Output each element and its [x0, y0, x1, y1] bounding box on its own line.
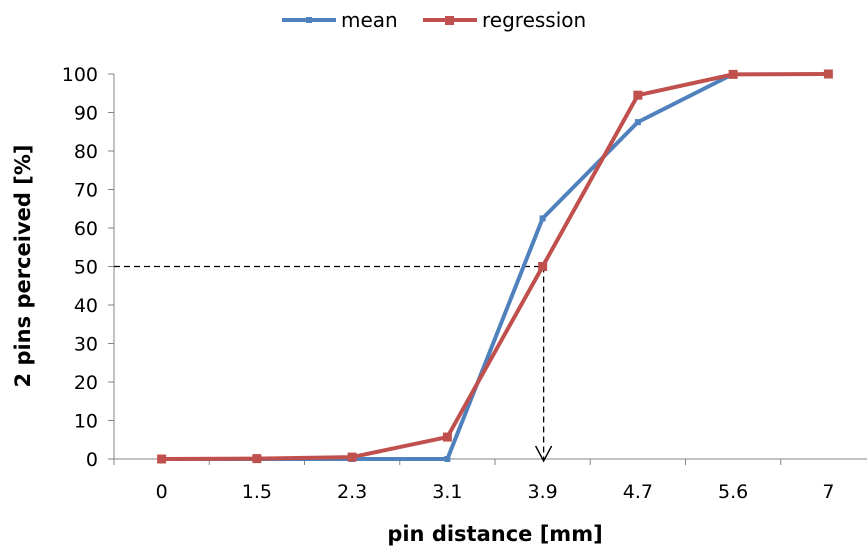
- y-axis-title: 2 pins perceived [%]: [11, 145, 35, 388]
- y-tick-label: 10: [74, 411, 98, 433]
- series-line-regression: [161, 72, 829, 461]
- data-point-regression: [728, 69, 738, 79]
- x-axis-title: pin distance [mm]: [387, 522, 602, 546]
- y-tick-label: 20: [74, 372, 98, 394]
- data-point-mean: [634, 119, 641, 126]
- legend-item-mean: mean: [282, 8, 398, 32]
- x-axis: 0 1.5 2.3 3.1 3.9 4.7 5.6 7: [113, 458, 867, 503]
- y-tick-label: 40: [74, 295, 98, 317]
- data-point-regression: [538, 262, 548, 271]
- x-tick-label: 3.1: [432, 481, 462, 503]
- x-tick-label: 5.6: [718, 481, 748, 503]
- y-tick-label: 60: [74, 218, 98, 240]
- y-tick-label: 0: [86, 449, 98, 471]
- data-point-mean: [444, 456, 451, 462]
- legend-label-mean: mean: [341, 8, 398, 32]
- x-tick-label: 7: [822, 481, 834, 503]
- x-tick-label: 0: [156, 481, 168, 503]
- y-axis: 0 10 20 30 40 50 60 70 80 90 100: [62, 64, 115, 471]
- data-point-mean: [539, 215, 546, 222]
- guide-lines: [114, 265, 553, 463]
- data-point-regression: [823, 69, 833, 79]
- x-tick-label: 1.5: [242, 481, 272, 503]
- x-tick-label: 3.9: [528, 481, 558, 503]
- y-tick-label: 50: [74, 257, 98, 279]
- series-layer: [157, 69, 833, 464]
- x-tick-label: 4.7: [623, 481, 653, 503]
- legend-item-regression: regression: [423, 8, 586, 32]
- data-point-regression: [633, 90, 643, 100]
- y-tick-label: 100: [62, 64, 98, 86]
- legend-label-regression: regression: [482, 8, 586, 32]
- y-tick-label: 80: [74, 141, 98, 163]
- guide-arrowhead: [535, 445, 553, 463]
- legend: mean regression: [282, 8, 586, 32]
- y-tick-label: 70: [74, 180, 98, 202]
- y-tick-label: 30: [74, 334, 98, 356]
- data-point-regression: [347, 452, 357, 462]
- data-point-regression: [157, 454, 167, 464]
- x-tick-label: 2.3: [337, 481, 367, 503]
- y-tick-label: 90: [74, 103, 98, 125]
- legend-marker-mean: [306, 17, 312, 23]
- series-regression: [157, 69, 833, 464]
- legend-marker-regression: [445, 16, 454, 25]
- data-point-regression: [252, 454, 262, 464]
- data-point-regression: [442, 432, 452, 442]
